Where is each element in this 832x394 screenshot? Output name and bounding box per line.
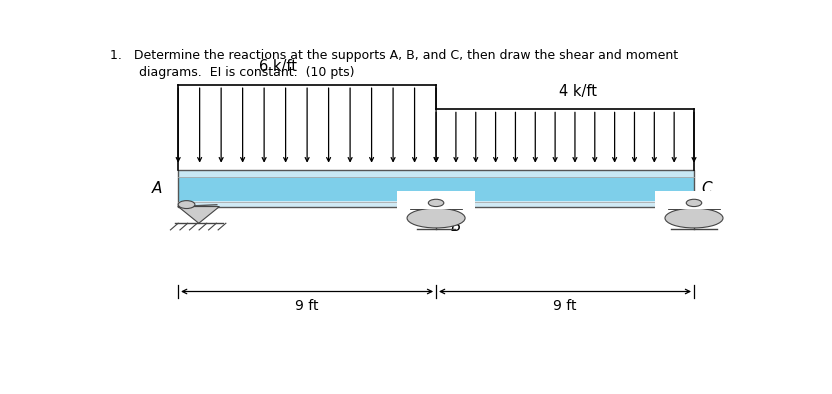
Text: 9 ft: 9 ft: [553, 299, 577, 313]
Bar: [178, 201, 694, 206]
Text: A: A: [151, 181, 162, 196]
Bar: [178, 170, 694, 206]
Text: diagrams.  EI is constant.  (10 pts): diagrams. EI is constant. (10 pts): [140, 66, 355, 79]
Text: 6 k/ft: 6 k/ft: [259, 59, 297, 74]
Ellipse shape: [665, 208, 723, 228]
Circle shape: [686, 199, 701, 206]
Text: 1.   Determine the reactions at the supports A, B, and C, then draw the shear an: 1. Determine the reactions at the suppor…: [111, 49, 679, 62]
Bar: [656, 191, 733, 209]
Text: C: C: [701, 181, 712, 196]
Bar: [410, 206, 462, 209]
Ellipse shape: [407, 208, 465, 228]
Circle shape: [178, 201, 195, 208]
Bar: [178, 175, 694, 202]
Text: B: B: [450, 219, 461, 234]
Bar: [398, 191, 475, 209]
Text: 4 k/ft: 4 k/ft: [559, 84, 597, 99]
Bar: [668, 206, 720, 209]
Polygon shape: [178, 206, 220, 223]
Bar: [178, 170, 694, 177]
Text: 9 ft: 9 ft: [295, 299, 319, 313]
Circle shape: [428, 199, 443, 206]
